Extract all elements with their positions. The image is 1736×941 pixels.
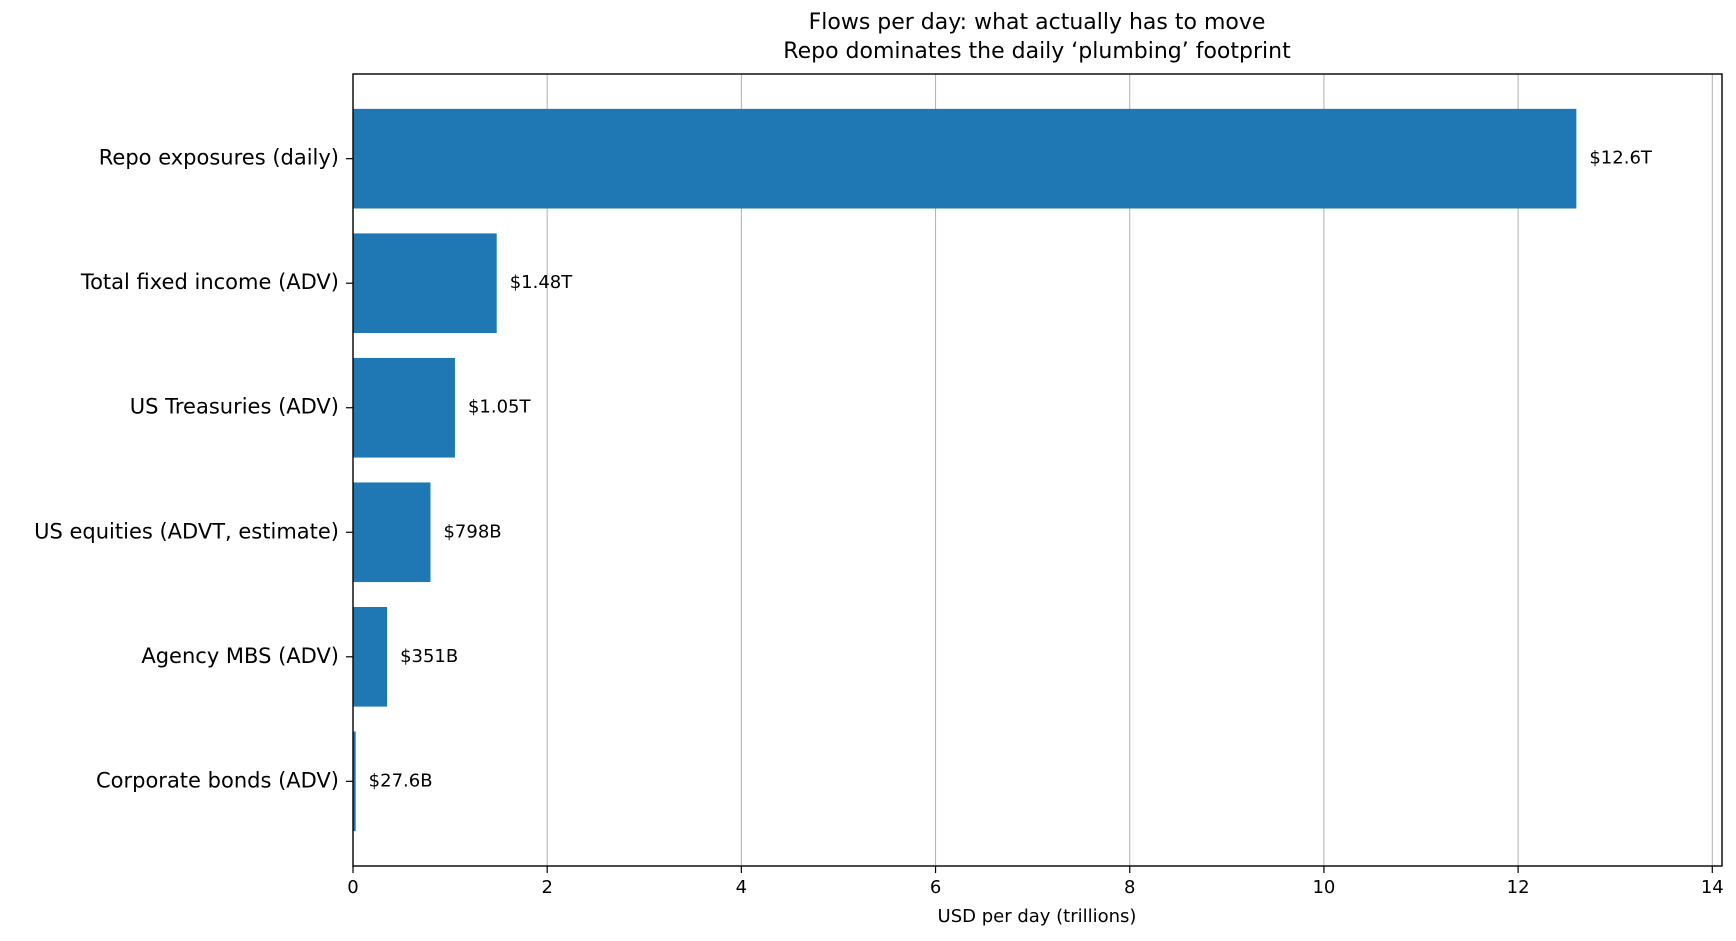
y-tick-label: US equities (ADVT, estimate): [34, 519, 339, 543]
y-tick-label: Repo exposures (daily): [99, 146, 339, 170]
bar: [353, 731, 356, 832]
value-label: $1.48T: [510, 272, 574, 293]
bar: [353, 606, 388, 707]
x-tick-label: 12: [1507, 877, 1530, 898]
x-tick-label: 8: [1124, 877, 1135, 898]
y-tick-label: Agency MBS (ADV): [141, 644, 339, 668]
value-label: $798B: [443, 521, 501, 542]
y-tick-label: Total fixed income (ADV): [80, 270, 339, 294]
bar: [353, 108, 1577, 209]
bar: [353, 482, 431, 583]
value-label: $351B: [400, 646, 458, 667]
x-tick-label: 14: [1701, 877, 1724, 898]
y-tick-label: US Treasuries (ADV): [130, 395, 339, 419]
chart-subtitle: Repo dominates the daily ‘plumbing’ foot…: [783, 39, 1291, 64]
value-label: $12.6T: [1589, 148, 1653, 169]
value-label: $1.05T: [468, 397, 532, 418]
x-tick-label: 4: [736, 877, 747, 898]
x-tick-label: 0: [347, 877, 358, 898]
x-tick-label: 6: [930, 877, 941, 898]
x-tick-label: 2: [541, 877, 552, 898]
plot-frame: [352, 73, 1723, 867]
x-tick-label: 10: [1312, 877, 1335, 898]
x-axis-label: USD per day (trillions): [938, 906, 1137, 927]
bar: [353, 233, 497, 334]
value-label: $27.6B: [369, 770, 433, 791]
y-tick-label: Corporate bonds (ADV): [96, 768, 339, 792]
bar: [353, 357, 455, 458]
chart-title: Flows per day: what actually has to move: [809, 10, 1266, 35]
